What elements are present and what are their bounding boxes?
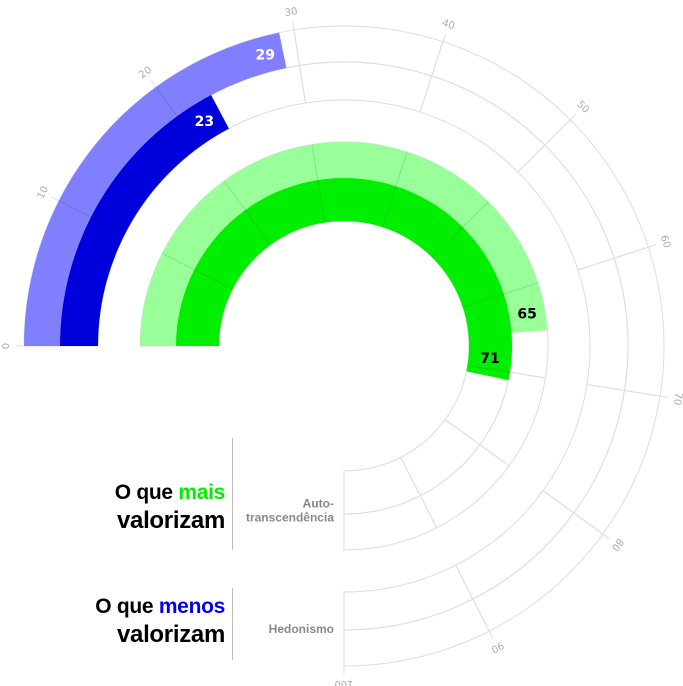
grid-tick-line	[659, 395, 669, 398]
bar-cell-divider	[462, 293, 504, 308]
tick-label: 80	[609, 536, 625, 553]
grid-cell	[542, 383, 626, 514]
bar-0-0	[140, 142, 548, 346]
chart-ticks: 0 10 20 30 40 50 60 70 80 90 100	[1, 6, 683, 686]
tick-label: 0	[1, 343, 12, 349]
grid-cell	[419, 444, 510, 529]
grid-tick-line	[648, 244, 657, 248]
grid-cell	[343, 495, 438, 551]
grid-tick-line	[602, 533, 610, 540]
category-label-1: Hedonismo	[269, 622, 334, 636]
bar-cell-divider	[317, 179, 325, 223]
bar-cell-divider	[382, 186, 397, 228]
bar-cell-divider	[176, 115, 200, 148]
bar-cell-divider	[432, 226, 464, 258]
grid-cell	[472, 512, 604, 632]
bar-cell-divider	[467, 365, 511, 373]
grid-cell	[431, 41, 571, 146]
tick-label: 60	[658, 234, 672, 250]
divider-most	[232, 438, 233, 550]
heading-most-prefix: O que	[114, 481, 179, 504]
grid-tick-line	[150, 80, 157, 88]
heading-least-valued: O que menos valorizam	[95, 594, 225, 650]
grid-cell	[517, 144, 615, 271]
category-label-line: transcendência	[246, 511, 334, 525]
chart-bars	[24, 32, 548, 381]
grid-cell	[343, 564, 474, 631]
divider-least	[232, 588, 233, 660]
heading-most-highlight: mais	[178, 481, 225, 504]
tick-label: 90	[489, 639, 505, 655]
tick-label: 30	[284, 6, 298, 19]
heading-most-valued: O que mais valorizam	[114, 480, 226, 536]
grid-tick-line	[51, 196, 60, 202]
heading-least-line2: valorizam	[116, 621, 225, 648]
bar-cell-divider	[194, 269, 233, 290]
tick-label: 20	[137, 65, 154, 81]
heading-least-prefix: O que	[95, 595, 159, 618]
bar-cell-divider	[155, 86, 178, 117]
tick-label: 40	[441, 18, 457, 32]
value-label-0-0: 65	[517, 307, 536, 323]
category-label-line: Hedonismo	[269, 622, 334, 636]
chart-grid	[16, 21, 669, 674]
grid-cell	[343, 598, 490, 667]
bar-cell-divider	[462, 201, 489, 228]
value-label-1-0: 29	[256, 47, 275, 63]
grid-cell	[573, 389, 661, 535]
grid-cell	[577, 257, 629, 392]
tick-label: 100	[334, 678, 353, 686]
bar-cell-divider	[311, 144, 319, 181]
value-label-1-1: 23	[195, 114, 214, 130]
bar-cell-divider	[223, 180, 246, 211]
heading-most-line2: valorizam	[116, 507, 225, 534]
category-label-line: Auto-	[303, 497, 334, 511]
grid-tick-line	[292, 21, 295, 31]
bar-0-1	[176, 178, 512, 381]
bar-cell-divider	[90, 216, 126, 235]
tick-label: 70	[671, 392, 683, 406]
grid-cell	[419, 75, 546, 173]
grid-cell	[544, 119, 649, 259]
bar-1-1	[60, 95, 229, 346]
grid-cell	[343, 456, 421, 515]
bar-cell-divider	[244, 209, 271, 246]
value-label-0-1: 71	[480, 351, 499, 367]
grid-cell	[613, 246, 665, 397]
bar-1-0	[24, 32, 287, 347]
grid-cell	[293, 25, 444, 77]
bar-cell-divider	[162, 252, 195, 271]
grid-tick-line	[442, 33, 446, 42]
bar-cell-divider	[503, 282, 539, 295]
grid-tick-line	[569, 113, 577, 121]
heading-least-highlight: menos	[158, 595, 225, 618]
bar-cell-divider	[58, 200, 92, 218]
tick-label: 50	[574, 99, 591, 116]
chart-labels: 65 71 29 23 Auto-transcendência Hedonismo	[195, 47, 537, 636]
grid-cell	[455, 489, 575, 600]
tick-label: 10	[35, 185, 51, 201]
category-label-0: Auto-transcendência	[246, 497, 334, 525]
grid-cell	[298, 61, 433, 113]
grid-tick-line	[488, 630, 494, 639]
bar-cell-divider	[395, 151, 408, 187]
